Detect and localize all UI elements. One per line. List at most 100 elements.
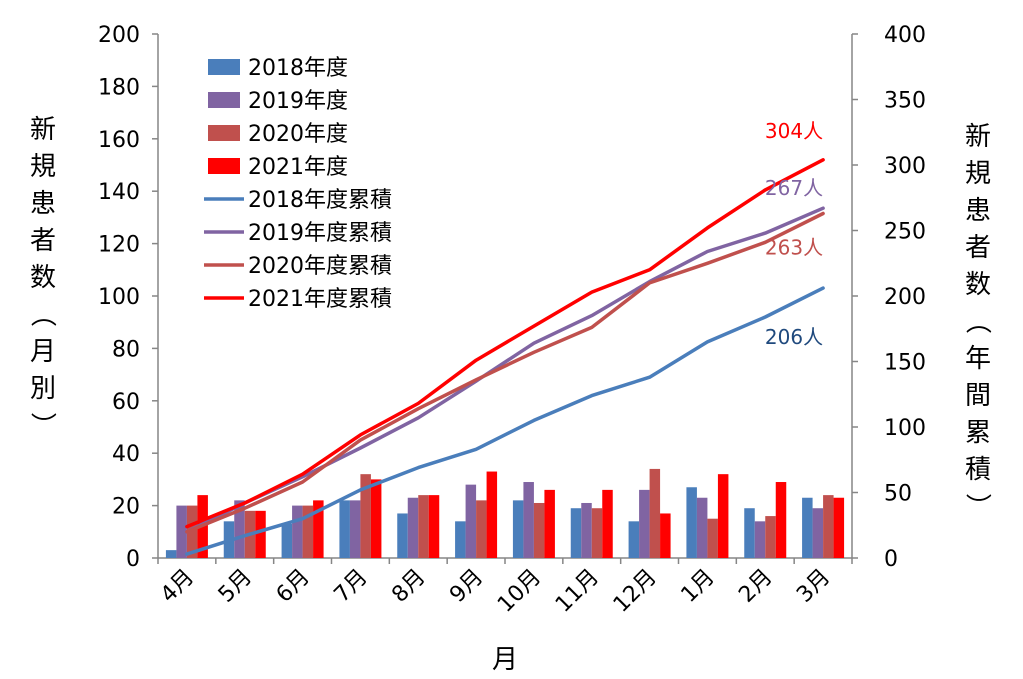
bar (418, 495, 429, 558)
bar (544, 489, 555, 558)
axis-title-char: 患 (30, 189, 56, 219)
left-tick-label: 180 (98, 75, 140, 100)
axis-title-char: 月 (30, 337, 56, 367)
tick-labels: 0 20 40 60 80 100 120 140 160 180 200 0 50 100 150 200 2… (98, 23, 926, 618)
right-tick-label: 250 (884, 220, 926, 245)
legend-swatch (208, 158, 240, 174)
legend-label: 2018年度累積 (248, 188, 392, 213)
bar (360, 474, 371, 558)
bar (696, 497, 708, 558)
bar (570, 508, 582, 558)
bar (476, 500, 487, 558)
axis-title-char: 数 (30, 263, 56, 293)
bar (512, 500, 524, 558)
legend: 2018年度 2019年度 2020年度 2021年度 2018年度累積 2019年度累積… (204, 56, 392, 312)
right-tick-label: 100 (884, 416, 926, 441)
left-tick-label: 40 (112, 442, 140, 467)
data-label: 263人 (765, 235, 823, 259)
bar (465, 484, 477, 558)
bar (255, 510, 266, 558)
x-tick-label: 2月 (734, 565, 777, 608)
bar (455, 521, 466, 558)
bar (407, 497, 419, 558)
left-tick-label: 20 (112, 495, 140, 520)
axis-title-char: 新 (965, 122, 991, 152)
legend-label: 2019年度 (248, 89, 348, 114)
bar (370, 479, 382, 558)
x-tick-label: 5月 (214, 565, 257, 608)
bar (775, 482, 787, 558)
series-line (185, 211, 825, 534)
x-tick-label: 12月 (609, 565, 662, 618)
legend-swatch (208, 125, 240, 141)
bar (302, 505, 314, 558)
data-label: 206人 (765, 325, 823, 349)
bar (533, 502, 545, 558)
x-axis-title: 月 (492, 645, 518, 675)
bar (397, 513, 408, 558)
axis-title-char: 者 (965, 233, 991, 263)
series-line (185, 286, 825, 556)
x-tick-label: 7月 (330, 565, 373, 608)
legend-label: 2021年度累積 (248, 287, 392, 312)
left-tick-label: 100 (98, 285, 140, 310)
left-tick-label: 80 (112, 337, 140, 362)
bar (717, 474, 729, 558)
right-tick-label: 200 (884, 285, 926, 310)
axis-title-char: ） (27, 412, 57, 438)
left-tick-label: 60 (112, 390, 140, 415)
axes (152, 33, 858, 564)
bar (428, 495, 440, 558)
bar-group (165, 468, 845, 558)
bar (313, 500, 324, 558)
series-line (185, 158, 825, 529)
bar (234, 500, 245, 558)
bar (523, 482, 534, 558)
bar (754, 521, 766, 558)
axis-title-char: 年 (965, 344, 991, 374)
right-tick-label: 400 (884, 23, 926, 48)
right-tick-label: 300 (884, 154, 926, 179)
left-tick-label: 200 (98, 23, 140, 48)
legend-swatch (208, 92, 240, 108)
x-tick-label: 9月 (445, 565, 488, 608)
series-line (185, 206, 825, 534)
bar (349, 500, 361, 558)
left-tick-label: 0 (126, 547, 140, 572)
right-tick-label: 150 (884, 351, 926, 376)
axis-title-char: 数 (965, 270, 991, 300)
bar (833, 497, 845, 558)
bar (165, 550, 177, 558)
legend-label: 2020年度 (248, 122, 348, 147)
bar (292, 505, 303, 558)
bar (812, 508, 824, 558)
bar (823, 495, 834, 558)
axis-title-char: 別 (30, 374, 56, 404)
axis-title-char: （ (962, 308, 992, 334)
axis-title-char: 患 (965, 196, 991, 226)
right-tick-label: 50 (884, 482, 912, 507)
bar (765, 516, 776, 558)
right-tick-label: 0 (884, 547, 898, 572)
axis-title-char: 累 (965, 418, 991, 448)
axis-title-char: 積 (965, 455, 991, 485)
legend-label: 2018年度 (248, 56, 348, 81)
data-label: 304人 (765, 119, 823, 143)
axis-title-char: 規 (965, 159, 991, 189)
data-label: 267人 (765, 176, 823, 200)
axis-title-char: ） (962, 493, 992, 519)
axis-title-char: 規 (30, 152, 56, 182)
bar (186, 505, 198, 558)
legend-label: 2021年度 (248, 155, 348, 180)
x-tick-label: 11月 (551, 565, 604, 618)
legend-label: 2019年度累積 (248, 221, 392, 246)
x-tick-label: 3月 (792, 565, 835, 608)
bar (744, 508, 755, 558)
axis-title-char: 新 (30, 115, 56, 145)
axis-title-char: 間 (965, 381, 991, 411)
bar (281, 523, 293, 558)
